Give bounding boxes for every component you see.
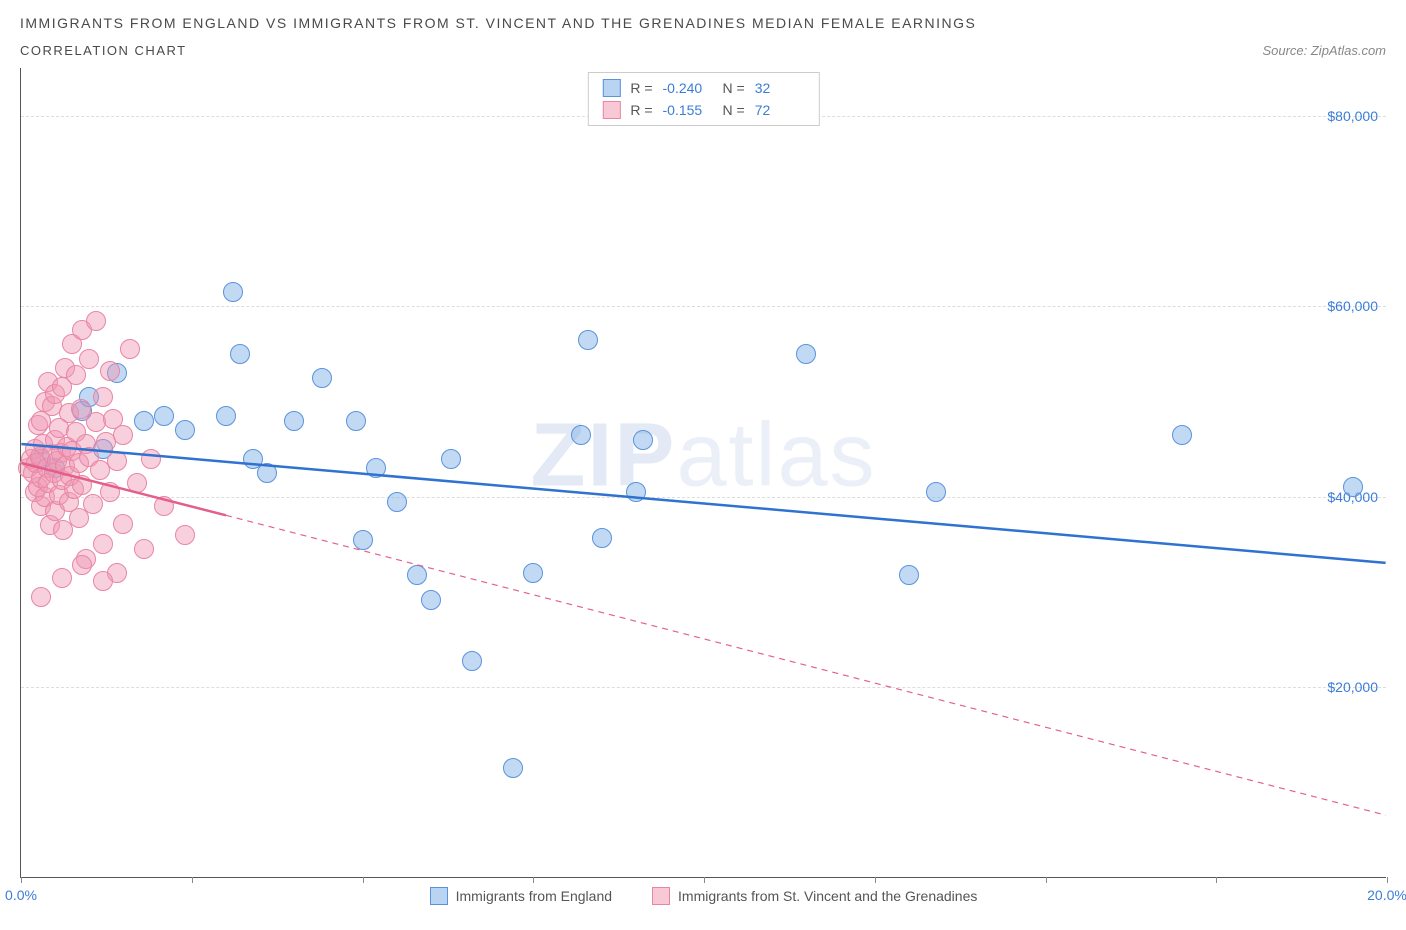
data-point-stvincent <box>127 473 147 493</box>
data-point-england <box>134 411 154 431</box>
data-point-england <box>1343 477 1363 497</box>
x-tick <box>533 877 534 883</box>
data-point-england <box>899 565 919 585</box>
data-point-england <box>312 368 332 388</box>
data-point-england <box>796 344 816 364</box>
data-point-england <box>154 406 174 426</box>
x-tick <box>1046 877 1047 883</box>
data-point-stvincent <box>141 449 161 469</box>
legend-r-value: -0.155 <box>663 102 713 118</box>
data-point-england <box>578 330 598 350</box>
x-tick <box>704 877 705 883</box>
data-point-stvincent <box>31 587 51 607</box>
data-point-england <box>926 482 946 502</box>
data-point-stvincent <box>93 387 113 407</box>
data-point-england <box>421 590 441 610</box>
legend-label: Immigrants from England <box>456 888 612 904</box>
source-label: Source: ZipAtlas.com <box>1262 43 1386 58</box>
data-point-stvincent <box>175 525 195 545</box>
data-point-england <box>230 344 250 364</box>
legend-swatch <box>602 101 620 119</box>
data-point-stvincent <box>134 539 154 559</box>
y-tick-label: $20,000 <box>1327 679 1378 695</box>
data-point-england <box>503 758 523 778</box>
data-point-england <box>462 651 482 671</box>
legend-r-label: R = <box>630 102 652 118</box>
x-tick <box>192 877 193 883</box>
data-point-england <box>407 565 427 585</box>
gridline <box>21 306 1386 307</box>
data-point-england <box>1172 425 1192 445</box>
legend-series: Immigrants from England Immigrants from S… <box>21 887 1386 905</box>
data-point-stvincent <box>93 571 113 591</box>
x-tick <box>1216 877 1217 883</box>
legend-row: R = -0.155 N = 72 <box>588 99 818 121</box>
legend-row: R = -0.240 N = 32 <box>588 77 818 99</box>
gridline <box>21 687 1386 688</box>
data-point-stvincent <box>120 339 140 359</box>
data-point-stvincent <box>86 311 106 331</box>
data-point-england <box>284 411 304 431</box>
x-tick <box>363 877 364 883</box>
x-tick <box>875 877 876 883</box>
data-point-england <box>216 406 236 426</box>
data-point-england <box>633 430 653 450</box>
data-point-stvincent <box>100 482 120 502</box>
data-point-england <box>387 492 407 512</box>
legend-n-value: 72 <box>755 102 805 118</box>
x-tick <box>21 877 22 883</box>
legend-r-label: R = <box>630 80 652 96</box>
legend-n-label: N = <box>723 102 745 118</box>
data-point-england <box>257 463 277 483</box>
data-point-stvincent <box>72 555 92 575</box>
data-point-stvincent <box>66 365 86 385</box>
legend-swatch <box>430 887 448 905</box>
data-point-england <box>223 282 243 302</box>
data-point-stvincent <box>83 494 103 514</box>
legend-item: Immigrants from England <box>430 887 612 905</box>
data-point-stvincent <box>79 349 99 369</box>
legend-item: Immigrants from St. Vincent and the Gren… <box>652 887 977 905</box>
data-point-england <box>353 530 373 550</box>
data-point-stvincent <box>113 425 133 445</box>
data-point-england <box>175 420 195 440</box>
y-axis-label: Median Female Earnings <box>0 400 1 545</box>
chart-title: IMMIGRANTS FROM ENGLAND VS IMMIGRANTS FR… <box>20 15 976 31</box>
y-tick-label: $80,000 <box>1327 108 1378 124</box>
data-point-stvincent <box>52 568 72 588</box>
data-point-england <box>441 449 461 469</box>
data-point-stvincent <box>93 534 113 554</box>
data-point-stvincent <box>100 361 120 381</box>
data-point-england <box>346 411 366 431</box>
legend-correlation: R = -0.240 N = 32 R = -0.155 N = 72 <box>587 72 819 126</box>
gridline <box>21 497 1386 498</box>
data-point-stvincent <box>113 514 133 534</box>
legend-n-value: 32 <box>755 80 805 96</box>
data-point-england <box>571 425 591 445</box>
chart-area: Median Female Earnings ZIPatlas $20,000$… <box>20 68 1386 878</box>
legend-r-value: -0.240 <box>663 80 713 96</box>
legend-swatch <box>652 887 670 905</box>
data-point-stvincent <box>107 451 127 471</box>
data-point-england <box>592 528 612 548</box>
legend-label: Immigrants from St. Vincent and the Gren… <box>678 888 977 904</box>
legend-swatch <box>602 79 620 97</box>
data-point-stvincent <box>154 496 174 516</box>
data-point-england <box>626 482 646 502</box>
legend-n-label: N = <box>723 80 745 96</box>
x-tick <box>1387 877 1388 883</box>
data-point-stvincent <box>72 475 92 495</box>
chart-subtitle: CORRELATION CHART <box>20 43 976 58</box>
y-tick-label: $60,000 <box>1327 298 1378 314</box>
data-point-england <box>523 563 543 583</box>
data-point-england <box>366 458 386 478</box>
